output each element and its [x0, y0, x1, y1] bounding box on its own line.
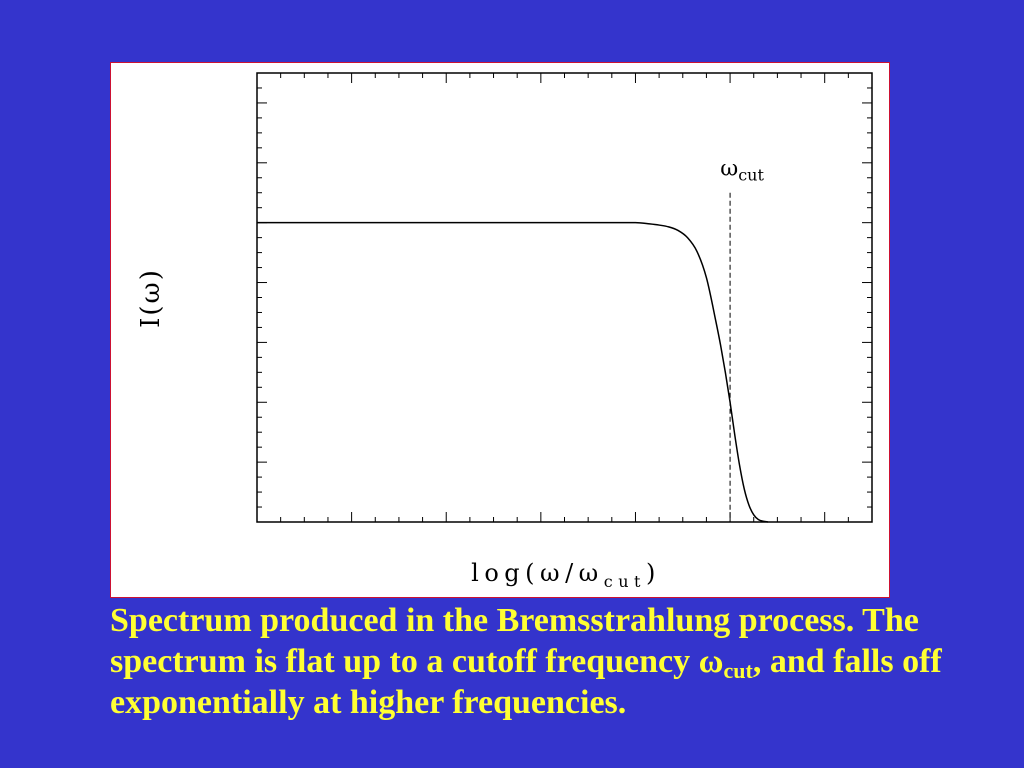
x-axis-label-close: )	[646, 559, 661, 587]
caption-omega-subscript: cut	[723, 658, 753, 683]
y-axis-label: I(ω)	[136, 268, 166, 328]
spectrum-curve	[257, 221, 769, 523]
cutoff-label-subscript: cut	[738, 166, 764, 185]
figure-panel: ωcut log(ω/ωcut) I(ω)	[110, 62, 890, 598]
x-axis-label-subscript: cut	[604, 572, 646, 591]
caption-text-start: Spectrum produced in the Bremsstrahlung …	[110, 602, 919, 680]
cutoff-label: ωcut	[720, 157, 764, 185]
slide-caption: Spectrum produced in the Bremsstrahlung …	[110, 600, 970, 723]
plot-frame	[256, 72, 873, 523]
cutoff-label-omega: ω	[720, 157, 738, 182]
axis-ticks	[257, 73, 872, 522]
caption-text-end: , and falls off exponentially at higher …	[110, 643, 942, 721]
x-axis-label: log(ω/ωcut)	[471, 559, 661, 591]
spectrum-plot: ωcut log(ω/ωcut) I(ω)	[136, 72, 873, 591]
x-axis-label-main: log(ω/ω	[471, 559, 604, 587]
caption-omega-symbol: ω	[698, 643, 724, 680]
